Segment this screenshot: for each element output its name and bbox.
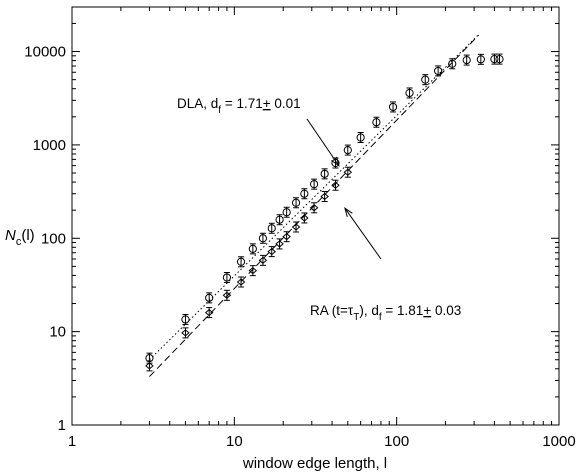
plus-minus-symbol: +	[263, 96, 271, 111]
y-axis-title: Nc(l)	[5, 227, 35, 248]
ra-point	[331, 179, 340, 191]
ra-point	[267, 246, 277, 258]
dla-point	[267, 222, 276, 234]
dla-point	[356, 132, 365, 144]
ra-point	[275, 238, 284, 250]
dla-point	[405, 87, 414, 99]
dla-point	[275, 214, 284, 226]
x-tick-label: 10	[226, 433, 243, 450]
dla-point	[434, 65, 443, 77]
dla-point	[388, 101, 398, 113]
ra-point	[300, 212, 309, 224]
ra-point	[236, 276, 246, 288]
dla-point	[421, 74, 430, 86]
plus-minus-symbol: +	[423, 303, 431, 318]
dla-point	[300, 188, 309, 200]
dla-point	[236, 256, 246, 268]
dotted-fit-line	[149, 34, 480, 361]
ra-point	[343, 166, 353, 178]
ra-point	[320, 191, 329, 203]
x-axis-title: window edge length, l	[242, 455, 387, 472]
dla-point	[476, 53, 485, 65]
y-tick-label: 1	[58, 417, 66, 434]
y-tick-label: 100	[41, 230, 66, 247]
y-axis-title-sub: c	[16, 236, 22, 248]
tick-labels: 1 10 100 1000 1 10 100 1000 10000	[24, 44, 575, 450]
ra-point	[248, 265, 258, 277]
ra-arrow	[344, 206, 382, 260]
dla-arrow	[306, 118, 340, 167]
plot-frame	[71, 6, 560, 426]
y-axis-title-main: N	[5, 227, 16, 244]
dla-point	[490, 53, 499, 65]
dla-point	[343, 144, 352, 156]
dla-point	[320, 168, 329, 180]
ra-point	[145, 360, 154, 372]
y-tick-label: 10	[49, 324, 66, 341]
ra-point	[181, 327, 190, 339]
y-tick-label: 10000	[24, 44, 66, 61]
dla-point	[248, 243, 257, 255]
data-markers	[145, 53, 504, 372]
dla-point	[495, 53, 504, 65]
x-tick-label: 100	[384, 433, 409, 450]
ticks	[71, 6, 559, 426]
dla-point	[462, 54, 471, 66]
dla-point	[222, 272, 232, 284]
ra-point	[309, 202, 319, 214]
dla-point	[448, 58, 457, 70]
dla-annotation: DLA, df = 1.71+ 0.01	[177, 96, 301, 116]
ra-annotation: RA (t=τT), df = 1.81+ 0.03	[310, 303, 461, 323]
dla-point	[309, 178, 319, 190]
dla-point	[372, 116, 381, 128]
annotations: DLA, df = 1.71+ 0.01 RA (t=τT), df = 1.81…	[177, 96, 461, 323]
ra-point	[282, 231, 291, 243]
x-tick-label: 1	[68, 433, 76, 450]
ra-point	[222, 289, 232, 301]
dla-point	[205, 292, 214, 304]
dla-point	[291, 197, 301, 209]
dla-point	[258, 232, 268, 244]
x-tick-label: 1000	[542, 433, 575, 450]
dla-point	[181, 313, 190, 325]
y-tick-label: 1000	[33, 137, 66, 154]
ra-point	[291, 221, 301, 233]
ra-point	[204, 307, 214, 319]
dla-point	[282, 206, 291, 218]
y-axis-title-suffix: (l)	[21, 227, 34, 244]
ra-point	[258, 254, 268, 266]
